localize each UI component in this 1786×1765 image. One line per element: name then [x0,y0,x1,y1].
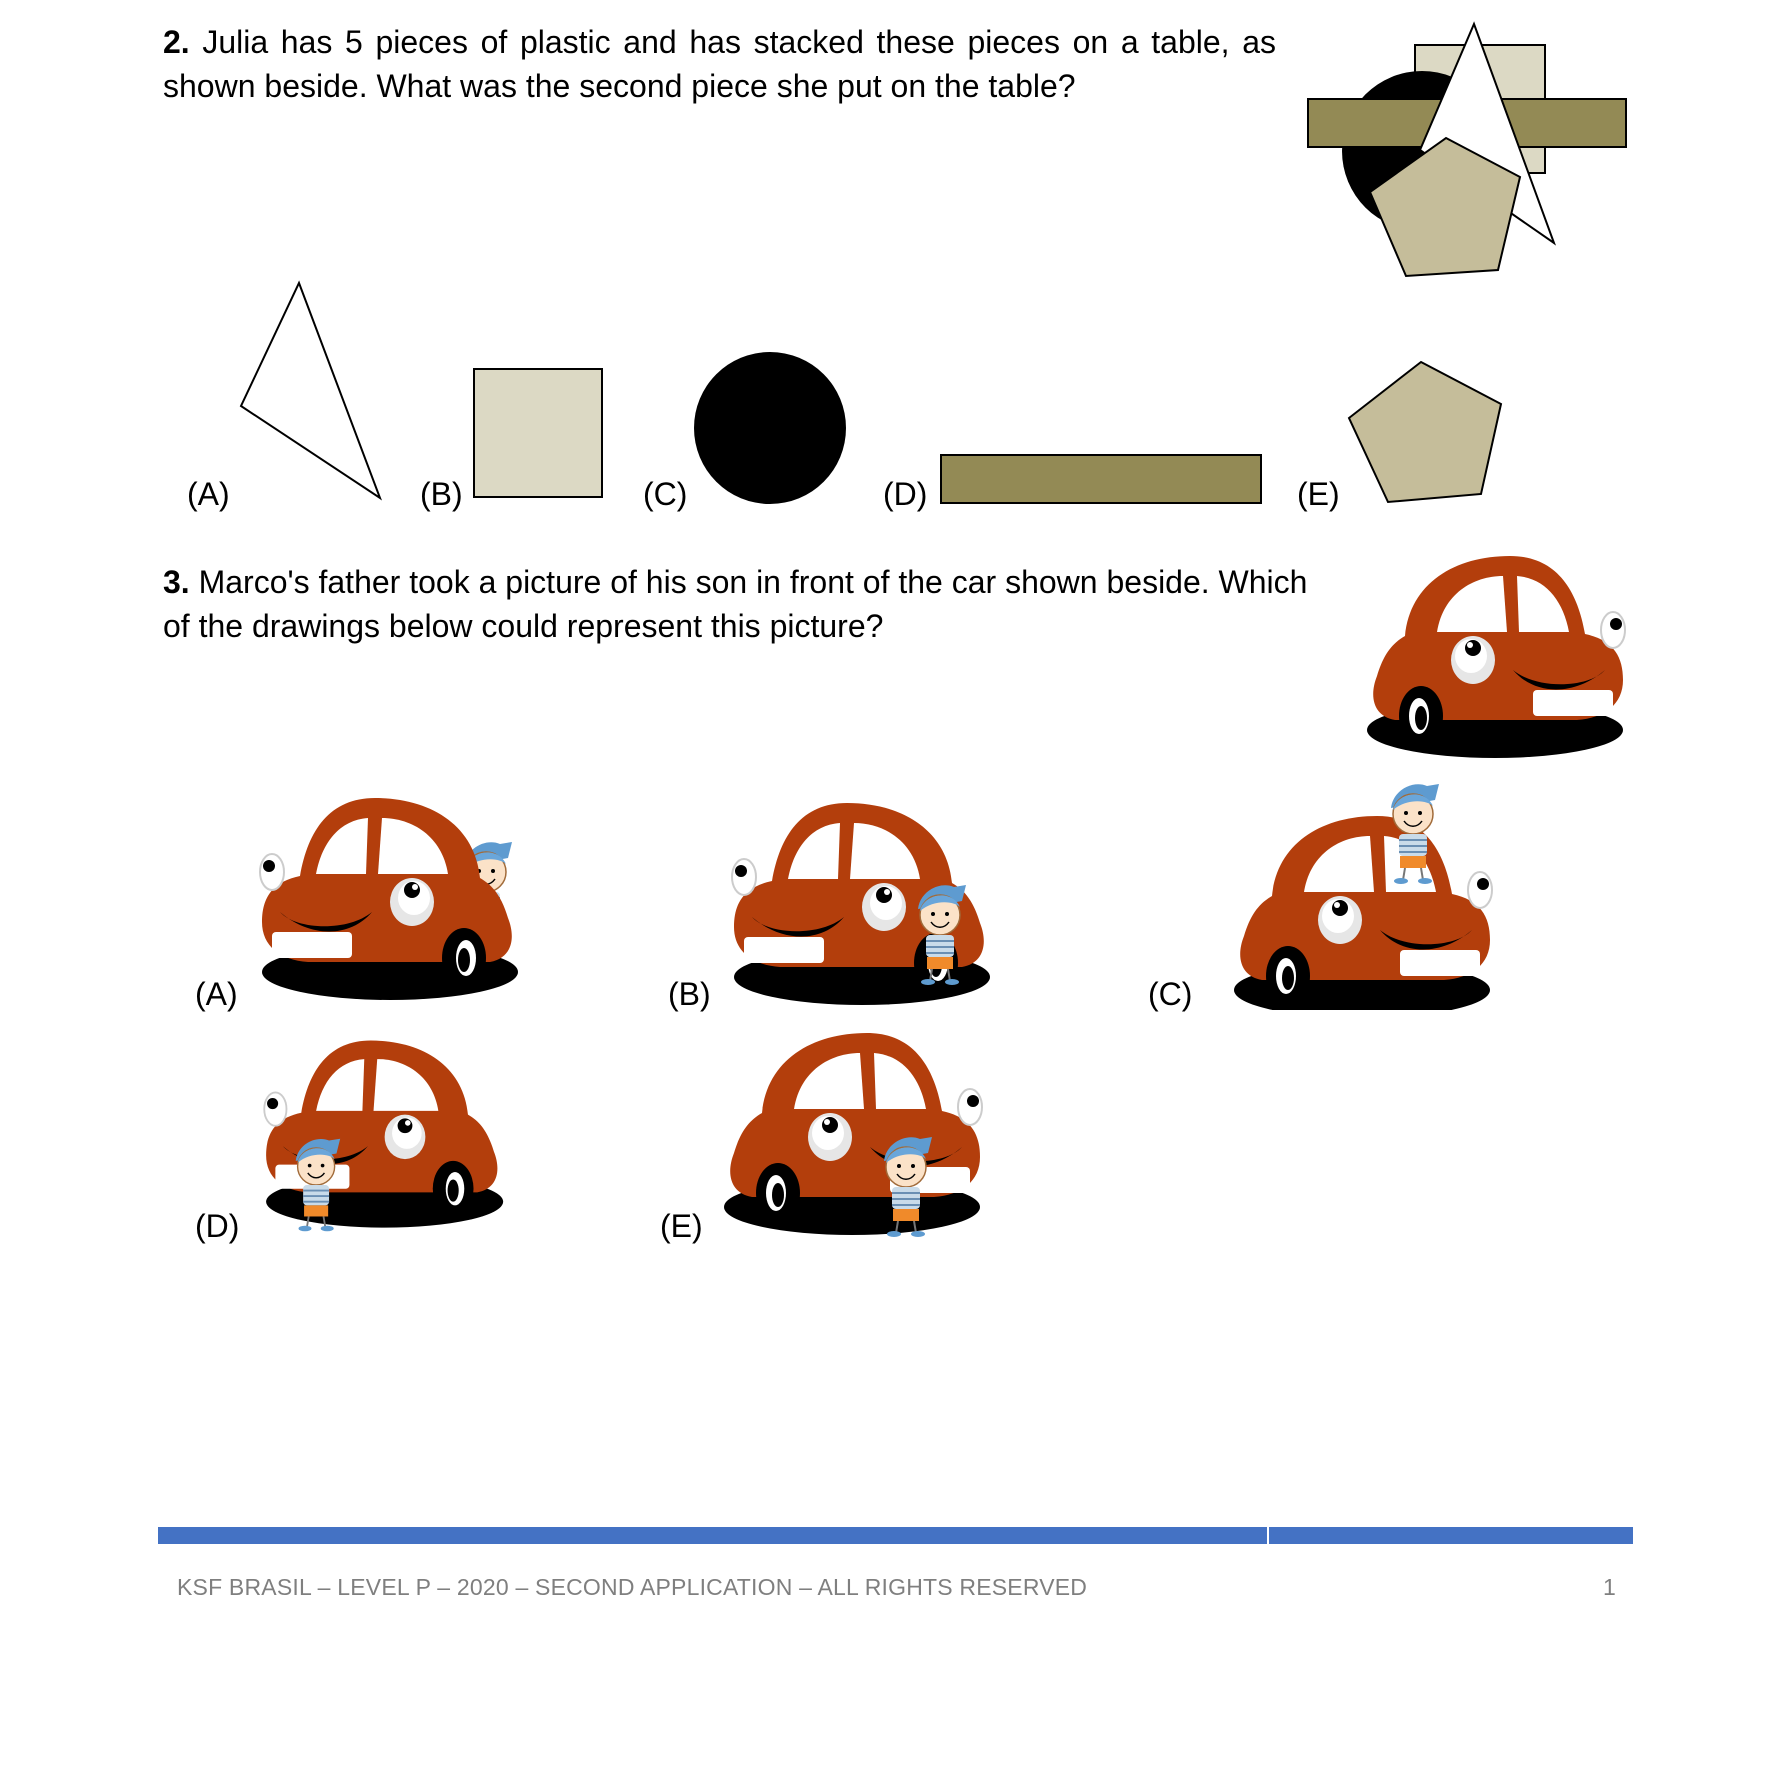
question-2-text: 2. Julia has 5 pieces of plastic and has… [163,20,1276,108]
q2-option-a-triangle[interactable] [235,278,385,503]
q2-option-d-rectangle[interactable] [938,452,1264,506]
q2-option-e-label[interactable]: (E) [1297,476,1340,512]
q2-option-c-circle[interactable] [690,350,850,510]
question-2-number: 2. [163,24,190,60]
stacked-pieces-figure [1307,21,1627,278]
question-2-body: Julia has 5 pieces of plastic and has st… [163,24,1276,104]
question-3-body: Marco's father took a picture of his son… [163,564,1308,644]
q3-option-a-image[interactable] [250,790,520,1010]
footer-bar [158,1527,1633,1544]
q2-option-b-label[interactable]: (B) [420,476,463,512]
question-3-number: 3. [163,564,190,600]
question-3-text: 3. Marco's father took a picture of his … [163,560,1343,648]
q3-option-c-image[interactable] [1232,780,1502,1010]
footer-copyright: KSF BRASIL – LEVEL P – 2020 – SECOND APP… [177,1574,1088,1600]
q3-option-a-label[interactable]: (A) [195,976,238,1012]
reference-car-image [1366,555,1626,758]
q3-option-b-label[interactable]: (B) [668,976,711,1012]
q3-option-e-image[interactable] [722,1025,992,1245]
q2-option-a-label[interactable]: (A) [187,476,230,512]
q3-option-d-image[interactable] [255,1025,505,1245]
page-number: 1 [1603,1574,1616,1600]
q2-option-d-label[interactable]: (D) [883,476,928,512]
q3-option-e-label[interactable]: (E) [660,1208,703,1244]
q3-option-b-image[interactable] [722,795,992,1015]
q2-option-b-square[interactable] [470,365,605,500]
q3-option-d-label[interactable]: (D) [195,1208,240,1244]
q2-option-c-label[interactable]: (C) [643,476,688,512]
q3-option-c-label[interactable]: (C) [1148,976,1193,1012]
q2-option-e-pentagon[interactable] [1345,358,1509,508]
